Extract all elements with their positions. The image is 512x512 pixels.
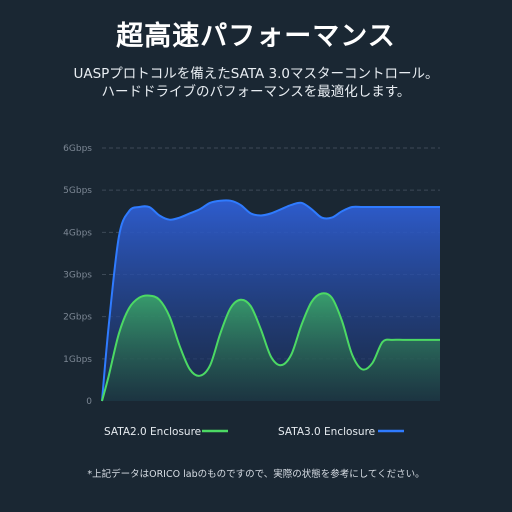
subtitle-line-1: UASPプロトコルを備えたSATA 3.0マスターコントロール。 xyxy=(73,66,439,82)
y-tick-label: 1Gbps xyxy=(63,355,92,365)
sata2-area xyxy=(102,293,440,401)
sata3-area xyxy=(102,200,440,401)
legend: SATA2.0 Enclosure SATA3.0 Enclosure xyxy=(104,426,404,438)
footnote: *上記データはORICO labのものですので、実際の状態を参考にしてください。 xyxy=(87,469,425,480)
y-tick-label: 4Gbps xyxy=(63,228,92,238)
sata3-line xyxy=(101,199,440,402)
sata2-line xyxy=(101,292,440,402)
y-tick-label: 5Gbps xyxy=(63,186,92,196)
legend-label-sata3: SATA3.0 Enclosure xyxy=(278,426,375,438)
y-tick-label: 0 xyxy=(86,397,92,407)
subtitle-line-2: ハードドライブのパフォーマンスを最適化します。 xyxy=(101,84,411,100)
series-layer xyxy=(101,199,440,402)
page-title: 超高速パフォーマンス xyxy=(116,21,396,52)
y-tick-label: 3Gbps xyxy=(63,271,92,281)
legend-label-sata2: SATA2.0 Enclosure xyxy=(104,426,201,438)
y-tick-label: 2Gbps xyxy=(63,313,92,323)
y-axis-ticks: 0 1Gbps 2Gbps 3Gbps 4Gbps 5Gbps 6Gbps xyxy=(63,144,92,407)
y-tick-label: 6Gbps xyxy=(63,144,92,154)
